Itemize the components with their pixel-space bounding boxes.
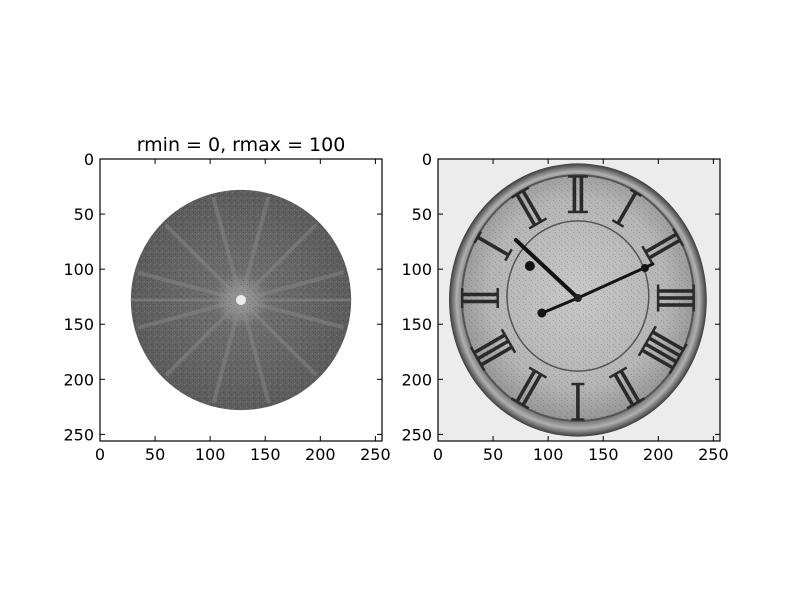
left-ytick-label: 200 xyxy=(63,370,94,389)
spectrum-ray xyxy=(239,298,318,376)
right-xtick-label: 50 xyxy=(483,445,503,464)
spectrum-ray xyxy=(212,298,243,404)
numeral-mark xyxy=(473,230,513,262)
fft-spectrum-image xyxy=(100,159,382,441)
dc-peak xyxy=(236,295,246,305)
right-ytick-label: 200 xyxy=(401,370,432,389)
right-ytick-label: 50 xyxy=(412,205,432,224)
numeral-mark xyxy=(469,328,517,372)
left-subplot: rmin = 0, rmax = 100 0 50 100 150 200 2500501… xyxy=(63,134,390,464)
left-xtick-label: 100 xyxy=(195,445,226,464)
spectrum-ray xyxy=(164,224,243,302)
right-xtick-label: 150 xyxy=(588,445,619,464)
numeral-mark xyxy=(656,284,695,312)
numeral-mark xyxy=(567,175,588,214)
left-subplot-title: rmin = 0, rmax = 100 xyxy=(137,134,346,156)
clock-image xyxy=(438,159,720,441)
left-axes-frame xyxy=(99,158,383,442)
left-xtick-label: 0 xyxy=(95,445,105,464)
numeral-mark xyxy=(510,186,548,230)
right-xtick-label: 0 xyxy=(433,445,443,464)
numeral-mark xyxy=(571,382,585,421)
right-xtick-label: 250 xyxy=(698,445,729,464)
left-xtick-label: 250 xyxy=(360,445,391,464)
right-axes-frame xyxy=(437,158,721,442)
second-hand xyxy=(538,296,580,316)
left-ytick-label: 50 xyxy=(74,205,94,224)
left-xtick-label: 50 xyxy=(145,445,165,464)
spectrum-ray xyxy=(239,196,270,302)
left-xtick-label: 150 xyxy=(250,445,281,464)
hour-hand xyxy=(513,238,580,300)
left-ytick-label: 150 xyxy=(63,315,94,334)
right-ytick-label: 0 xyxy=(422,150,432,169)
spectrum-ray xyxy=(137,298,243,330)
spectrum-ray xyxy=(211,196,243,302)
right-ytick-label: 150 xyxy=(401,315,432,334)
spectrum-ray xyxy=(239,223,317,302)
left-ytick-label: 250 xyxy=(63,425,94,444)
left-xtick-label: 200 xyxy=(305,445,336,464)
right-xtick-label: 200 xyxy=(643,445,674,464)
minute-hand xyxy=(576,262,655,300)
spectrum-ray xyxy=(165,298,243,377)
right-xtick-label: 100 xyxy=(533,445,564,464)
numeral-mark xyxy=(510,366,548,410)
hand-pivot xyxy=(573,294,582,302)
numeral-mark xyxy=(637,325,688,375)
left-ytick-label: 100 xyxy=(63,260,94,279)
numeral-mark xyxy=(608,366,646,410)
spectrum-ray xyxy=(137,271,243,302)
spectrum-ray xyxy=(239,298,345,329)
spectrum-ray xyxy=(239,298,271,404)
inner-ring xyxy=(506,220,650,372)
right-ytick-label: 100 xyxy=(401,260,432,279)
spectrum-ray xyxy=(239,270,345,302)
right-ytick-label: 250 xyxy=(401,425,432,444)
numeral-mark xyxy=(611,188,643,228)
numeral-mark xyxy=(641,227,685,265)
left-ytick-label: 0 xyxy=(84,150,94,169)
numeral-mark xyxy=(460,288,499,308)
